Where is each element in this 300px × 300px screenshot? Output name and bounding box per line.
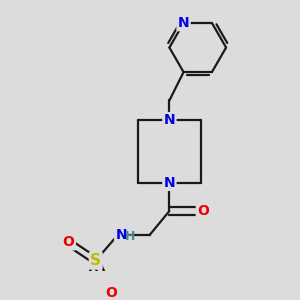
- Text: S: S: [90, 253, 101, 268]
- Text: N: N: [164, 113, 175, 127]
- Text: H: H: [125, 230, 135, 243]
- Text: O: O: [197, 204, 209, 218]
- Text: N: N: [178, 16, 189, 30]
- Text: O: O: [105, 286, 117, 300]
- Text: N: N: [164, 176, 175, 190]
- Text: O: O: [63, 235, 75, 249]
- Text: N: N: [116, 228, 127, 242]
